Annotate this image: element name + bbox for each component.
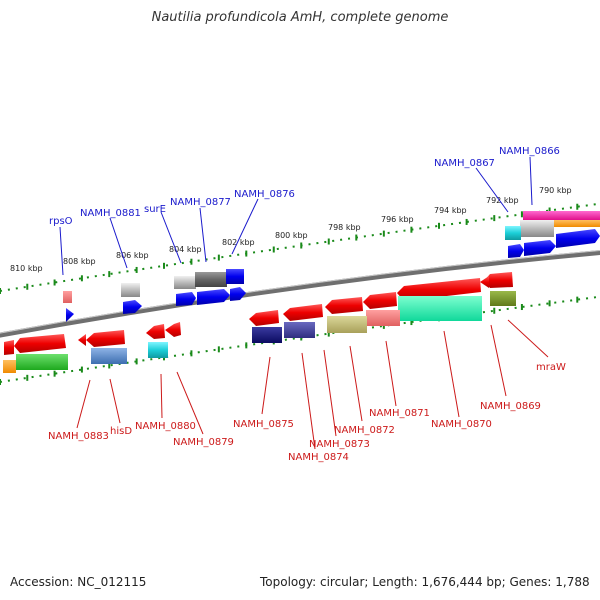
feature-box [523, 220, 600, 227]
feature-box [252, 327, 282, 343]
kbp-label: 796 kbp [381, 215, 414, 224]
cds-arrow [249, 310, 279, 326]
upper-leaders [59, 156, 533, 276]
page-title: Nautilia profundicola AmH, complete geno… [151, 10, 449, 25]
feature-box [16, 354, 68, 370]
gene-label-NAMH-0879: NAMH_0879 [173, 437, 234, 448]
gene-label-NAMH-0874: NAMH_0874 [288, 452, 349, 463]
genome-summary-text: Topology: circular; Length: 1,676,444 bp… [260, 575, 590, 589]
feature-box [520, 220, 554, 237]
kbp-label: 808 kbp [63, 257, 96, 266]
gene-label-NAMH-0869: NAMH_0869 [480, 401, 541, 412]
lower-leaders [76, 319, 549, 450]
cds-arrow [197, 289, 230, 305]
cds-arrow [165, 322, 181, 337]
gene-label-NAMH-0872: NAMH_0872 [334, 425, 395, 436]
kbp-label: 794 kbp [434, 206, 467, 215]
gene-label-NAMH-0877: NAMH_0877 [170, 197, 231, 208]
feature-box [327, 316, 367, 333]
gene-label-NAMH-0867: NAMH_0867 [434, 158, 495, 169]
kbp-label: 806 kbp [116, 251, 149, 260]
lower-features [3, 272, 516, 373]
feature-box [174, 276, 196, 289]
cds-arrow [176, 292, 196, 306]
cds-arrow [363, 292, 397, 309]
feature-box [63, 291, 72, 303]
kbp-labels: 790 kbp 792 kbp 794 kbp 796 kbp 798 kbp … [10, 186, 572, 273]
feature-box [148, 342, 168, 358]
cds-arrow [123, 300, 142, 314]
feature-box [226, 269, 244, 284]
gene-label-NAMH-0881: NAMH_0881 [80, 208, 141, 219]
cds-arrow [325, 297, 363, 314]
kbp-label: 802 kbp [222, 238, 255, 247]
feature-box [3, 360, 16, 373]
cds-arrow [556, 229, 600, 248]
gene-label-hisD: hisD [110, 426, 132, 437]
gene-label-NAMH-0880: NAMH_0880 [135, 421, 196, 432]
cds-arrow [66, 308, 74, 322]
gene-label-NAMH-0883: NAMH_0883 [48, 431, 109, 442]
cds-arrow [146, 324, 165, 339]
cds-arrow [484, 272, 513, 288]
cds-arrow [283, 304, 323, 321]
feature-box [490, 291, 516, 306]
gene-label-NAMH-0871: NAMH_0871 [369, 408, 430, 419]
feature-box [523, 211, 600, 220]
gene-label-NAMH-0873: NAMH_0873 [309, 439, 370, 450]
cds-arrow [4, 340, 14, 355]
kbp-label: 804 kbp [169, 245, 202, 254]
feature-box [195, 272, 227, 287]
kbp-label: 792 kbp [486, 196, 519, 205]
lower-labels: mraW NAMH_0869 NAMH_0870 NAMH_0871 NAMH_… [48, 362, 566, 463]
kbp-label: 798 kbp [328, 223, 361, 232]
gene-label-NAMH-0866: NAMH_0866 [499, 146, 560, 157]
feature-box [505, 226, 521, 240]
feature-box [366, 310, 400, 326]
gene-label-NAMH-0876: NAMH_0876 [234, 189, 295, 200]
gene-label-mraW: mraW [536, 362, 566, 373]
kbp-label: 800 kbp [275, 231, 308, 240]
gene-label-NAMH-0870: NAMH_0870 [431, 419, 492, 430]
upper-labels: NAMH_0866 NAMH_0867 NAMH_0876 NAMH_0877 … [49, 146, 560, 227]
cds-arrow [397, 278, 481, 301]
kbp-label: 790 kbp [539, 186, 572, 195]
cds-arrow [78, 334, 86, 346]
gene-label-rpsO: rpsO [49, 216, 73, 227]
accession-text: Accession: NC_012115 [10, 575, 147, 589]
gene-label-surE: surE [144, 204, 166, 215]
feature-box [91, 348, 127, 364]
cds-arrow [524, 240, 556, 256]
cds-arrow [230, 287, 246, 301]
kbp-label: 810 kbp [10, 264, 43, 273]
cds-arrow [14, 334, 66, 353]
genome-backbone [0, 249, 600, 338]
cds-arrow [480, 276, 489, 288]
upper-features [63, 211, 600, 322]
cds-arrow [86, 330, 125, 347]
gene-label-NAMH-0875: NAMH_0875 [233, 419, 294, 430]
feature-box [398, 296, 482, 321]
feature-box [121, 283, 140, 297]
cds-arrow [508, 244, 524, 258]
feature-box [284, 322, 315, 338]
